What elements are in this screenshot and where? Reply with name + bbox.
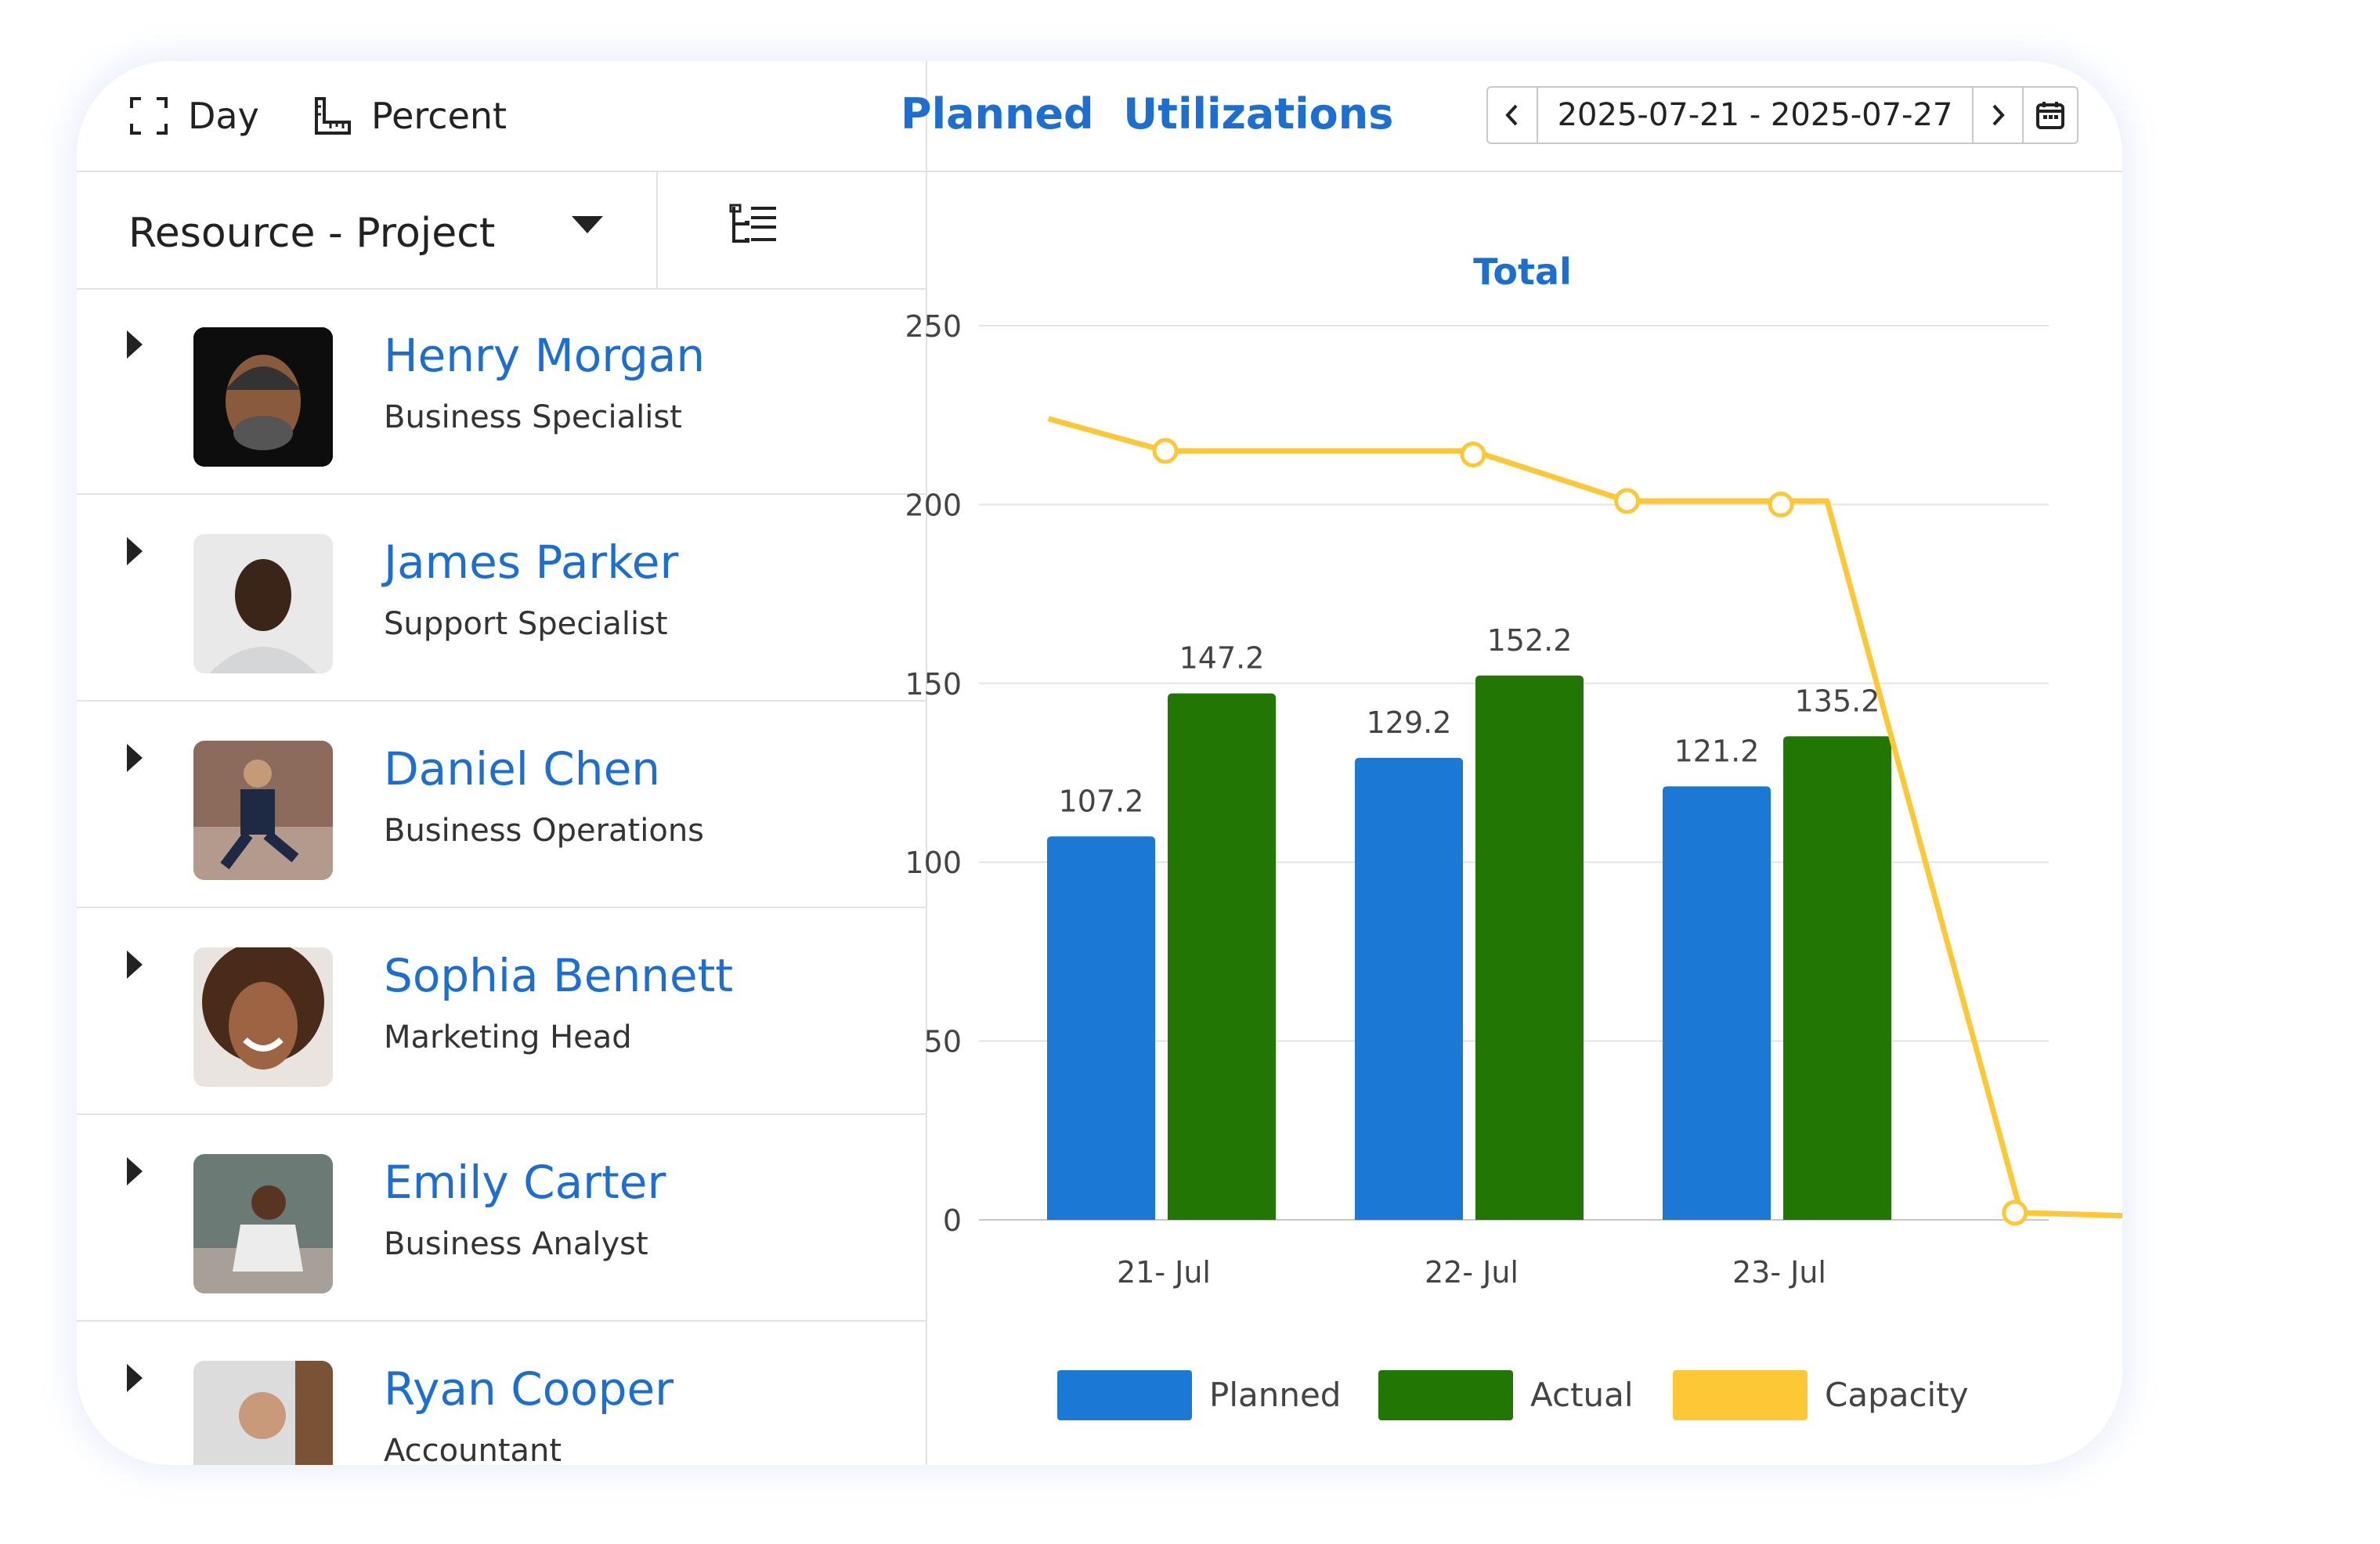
next-week-button[interactable] <box>1974 88 2022 142</box>
resource-role: Business Analyst <box>384 1226 648 1262</box>
x-tick-label: 23- Jul <box>1732 1255 1826 1290</box>
day-label: Day <box>188 95 259 137</box>
resource-utilization-panel: Day Percent Resource - Project Henry Mor… <box>77 61 2122 1465</box>
expand-arrow-icon[interactable] <box>127 744 143 772</box>
bar-planned <box>1355 757 1463 1220</box>
avatar <box>193 947 333 1087</box>
resource-row-sophia-bennett[interactable]: Sophia Bennett Marketing Head <box>77 910 926 1115</box>
resource-role: Support Specialist <box>384 606 668 642</box>
legend-swatch <box>1057 1370 1192 1420</box>
capacity-point <box>1460 441 1486 467</box>
resource-role: Marketing Head <box>384 1019 632 1055</box>
tree-list-icon[interactable] <box>729 204 779 249</box>
capacity-line <box>1047 416 2122 1219</box>
capacity-point <box>1614 488 1640 514</box>
resource-role: Business Specialist <box>384 399 682 435</box>
expand-arrow-icon[interactable] <box>127 330 143 359</box>
resource-role: Accountant <box>384 1433 562 1465</box>
chevron-down-icon[interactable] <box>572 216 603 233</box>
bar-actual <box>1475 675 1584 1220</box>
resource-name[interactable]: Henry Morgan <box>384 329 706 382</box>
calendar-button[interactable] <box>2024 88 2077 142</box>
date-range-text: 2025-07-21 - 2025-07-27 <box>1557 97 1953 133</box>
resource-name[interactable]: Emily Carter <box>384 1156 666 1209</box>
legend-label: Capacity <box>1825 1376 1969 1414</box>
x-tick-label: 22- Jul <box>1425 1255 1519 1290</box>
avatar <box>193 1154 333 1293</box>
resource-row-daniel-chen[interactable]: Daniel Chen Business Operations <box>77 703 926 908</box>
resource-name[interactable]: Daniel Chen <box>384 742 661 795</box>
bar-actual <box>1168 693 1276 1220</box>
avatar <box>193 741 333 880</box>
data-label: 121.2 <box>1674 734 1760 768</box>
expand-icon <box>130 97 168 135</box>
bar-planned <box>1663 786 1771 1220</box>
avatar <box>193 1361 333 1465</box>
y-tick-label: 250 <box>905 309 962 344</box>
legend-swatch <box>1673 1370 1808 1420</box>
data-label: 135.2 <box>1795 684 1880 718</box>
data-label: 129.2 <box>1367 705 1452 740</box>
capacity-point <box>2002 1199 2028 1226</box>
y-tick-label: 100 <box>905 846 962 880</box>
resource-role: Business Operations <box>384 813 705 849</box>
y-tick-label: 200 <box>905 488 962 522</box>
legend-label: Planned <box>1209 1376 1341 1414</box>
expand-arrow-icon[interactable] <box>127 951 143 979</box>
list-header-divider <box>77 288 926 290</box>
chart-header-divider <box>927 171 2122 172</box>
capacity-point <box>1768 491 1794 518</box>
percent-view-button[interactable]: Percent <box>312 85 507 147</box>
y-tick-label: 150 <box>905 667 962 702</box>
bar-planned <box>1047 836 1155 1220</box>
percent-label: Percent <box>371 95 507 137</box>
x-tick-label: 21- Jul <box>1117 1255 1211 1290</box>
date-range-picker[interactable]: 2025-07-21 - 2025-07-27 <box>1486 86 2078 144</box>
capacity-point <box>1152 438 1179 464</box>
prev-week-button[interactable] <box>1488 88 1537 142</box>
resource-name[interactable]: Sophia Bennett <box>384 949 734 1002</box>
chevron-right-icon <box>1992 104 2005 126</box>
y-tick-label: 0 <box>943 1203 962 1238</box>
toolbar-divider <box>77 171 926 172</box>
page-title: Planned Utilizations <box>901 89 1394 139</box>
data-label: 152.2 <box>1487 623 1573 658</box>
date-range-field[interactable]: 2025-07-21 - 2025-07-27 <box>1538 88 1972 142</box>
chevron-left-icon <box>1505 104 1518 126</box>
resource-row-emily-carter[interactable]: Emily Carter Business Analyst <box>77 1117 926 1322</box>
bar-actual <box>1783 736 1891 1220</box>
calendar-icon <box>2036 102 2064 129</box>
grouping-dropdown[interactable]: Resource - Project <box>128 198 495 269</box>
dropdown-divider <box>656 172 658 290</box>
y-tick-label: 50 <box>924 1025 962 1059</box>
expand-arrow-icon[interactable] <box>127 1364 143 1392</box>
resource-row-ryan-cooper[interactable]: Ryan Cooper Accountant <box>77 1323 926 1465</box>
avatar <box>193 534 333 673</box>
resource-row-henry-morgan[interactable]: Henry Morgan Business Specialist <box>77 290 926 495</box>
day-view-button[interactable]: Day <box>128 85 259 147</box>
resource-name[interactable]: Ryan Cooper <box>384 1362 674 1416</box>
avatar <box>193 327 333 467</box>
ruler-icon <box>315 97 351 135</box>
legend-swatch <box>1378 1370 1513 1420</box>
legend-label: Actual <box>1530 1376 1634 1414</box>
grouping-selected: Resource - Project <box>128 210 496 257</box>
resource-name[interactable]: James Parker <box>384 536 679 589</box>
resource-row-james-parker[interactable]: James Parker Support Specialist <box>77 496 926 702</box>
utilization-chart: Total 0 50 100 150 200 250 107.2 129.2 121.2 147.2… <box>905 251 2122 1420</box>
chart-title: Total <box>1473 251 1572 293</box>
data-label: 107.2 <box>1059 784 1144 818</box>
panel-divider <box>926 61 927 1465</box>
expand-arrow-icon[interactable] <box>127 537 143 565</box>
expand-arrow-icon[interactable] <box>127 1157 143 1185</box>
data-label: 147.2 <box>1179 641 1265 676</box>
